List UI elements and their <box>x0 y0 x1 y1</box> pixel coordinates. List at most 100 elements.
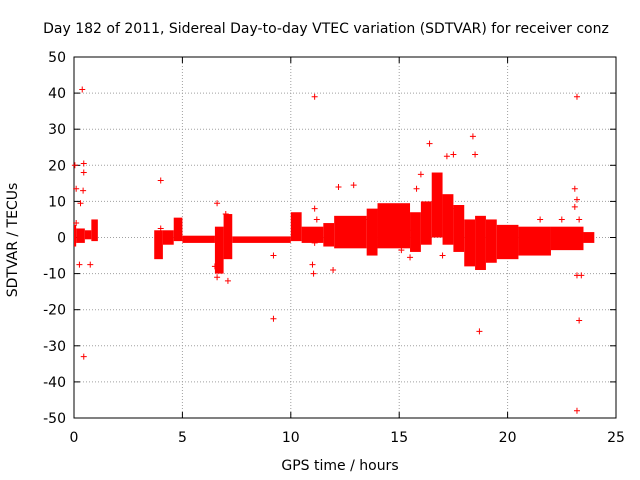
dense-data-band <box>410 212 421 252</box>
dense-data-band <box>453 205 465 252</box>
y-tick-label: 10 <box>48 194 66 210</box>
dense-data-band <box>420 201 432 245</box>
data-point <box>413 185 420 192</box>
data-point <box>361 216 368 223</box>
dense-data-band <box>301 226 324 243</box>
data-point <box>350 182 357 189</box>
axis-ticks: 0 5 10 15 20 25 -50 -40 -30 -20 -10 0 10 20 30 40 50 <box>43 50 625 446</box>
data-point <box>571 203 578 210</box>
data-point <box>558 216 565 223</box>
y-axis-label: SDTVAR / TECUs <box>5 183 21 298</box>
data-point <box>578 272 585 279</box>
dense-data-band <box>84 230 92 240</box>
data-point <box>476 328 483 335</box>
x-tick-label: 5 <box>178 430 187 446</box>
data-point <box>311 205 318 212</box>
data-point <box>222 211 229 218</box>
dense-data-band <box>464 219 476 267</box>
dense-data-band <box>223 214 233 260</box>
grid-lines <box>74 57 616 418</box>
data-point <box>576 216 583 223</box>
dense-data-band <box>475 215 486 270</box>
dense-data-band <box>76 228 85 243</box>
dense-data-band <box>485 219 497 263</box>
data-point <box>573 407 580 414</box>
x-tick-label: 15 <box>390 430 408 446</box>
x-axis-label: GPS time / hours <box>281 458 398 474</box>
data-point <box>224 277 231 284</box>
data-point <box>214 200 221 207</box>
y-tick-label: -20 <box>43 303 66 319</box>
dense-data-band <box>214 226 224 274</box>
dense-data-band <box>91 219 98 242</box>
y-tick-label: 40 <box>48 86 66 102</box>
dense-data-band <box>334 215 367 249</box>
data-point <box>469 133 476 140</box>
data-point <box>73 220 80 227</box>
data-point <box>76 261 83 268</box>
data-point <box>573 93 580 100</box>
data-point <box>435 176 442 183</box>
data-point <box>292 227 299 234</box>
data-series <box>71 86 595 414</box>
data-point <box>77 200 84 207</box>
x-tick-label: 0 <box>70 430 79 446</box>
y-tick-label: -40 <box>43 375 66 391</box>
data-point <box>310 270 317 277</box>
data-point <box>452 205 459 212</box>
data-point <box>80 160 87 167</box>
data-point <box>330 266 337 273</box>
dense-data-band <box>173 217 183 242</box>
data-point <box>571 185 578 192</box>
dense-data-band <box>366 208 378 256</box>
data-point <box>71 162 78 169</box>
dense-data-band <box>431 172 443 238</box>
x-tick-label: 10 <box>282 430 300 446</box>
dense-data-band <box>550 226 584 251</box>
y-tick-label: 20 <box>48 158 66 174</box>
data-point <box>446 238 453 245</box>
dense-data-band <box>162 230 174 245</box>
y-tick-label: -30 <box>43 339 66 355</box>
data-point <box>443 153 450 160</box>
y-tick-label: -10 <box>43 267 66 283</box>
data-point <box>450 151 457 158</box>
data-point <box>309 261 316 268</box>
x-tick-label: 20 <box>499 430 517 446</box>
data-point <box>73 185 80 192</box>
data-point <box>270 252 277 259</box>
data-point <box>80 353 87 360</box>
data-point <box>407 254 414 261</box>
dense-data-band <box>496 224 519 260</box>
data-point <box>311 93 318 100</box>
data-point <box>313 216 320 223</box>
dense-data-band <box>154 230 163 260</box>
data-point <box>311 239 318 246</box>
data-point <box>157 177 164 184</box>
data-point <box>211 263 218 270</box>
dense-data-band <box>74 224 77 247</box>
dense-data-band <box>442 194 454 245</box>
dense-data-band <box>583 232 595 243</box>
data-point <box>270 315 277 322</box>
data-point <box>409 227 416 234</box>
data-point <box>87 261 94 268</box>
chart-title: Day 182 of 2011, Sidereal Day-to-day VTE… <box>43 21 609 37</box>
y-tick-label: 0 <box>57 231 66 247</box>
dense-data-band <box>323 223 335 247</box>
data-point <box>537 216 544 223</box>
data-point <box>439 252 446 259</box>
data-point <box>80 169 87 176</box>
y-tick-label: 50 <box>48 50 66 66</box>
data-point <box>79 86 86 93</box>
data-point <box>426 140 433 147</box>
data-point <box>80 187 87 194</box>
dense-data-band <box>182 235 215 243</box>
dense-data-band <box>232 236 291 243</box>
data-point <box>472 151 479 158</box>
data-point <box>576 317 583 324</box>
data-point <box>157 225 164 232</box>
data-point <box>335 183 342 190</box>
dense-data-band <box>290 212 302 242</box>
